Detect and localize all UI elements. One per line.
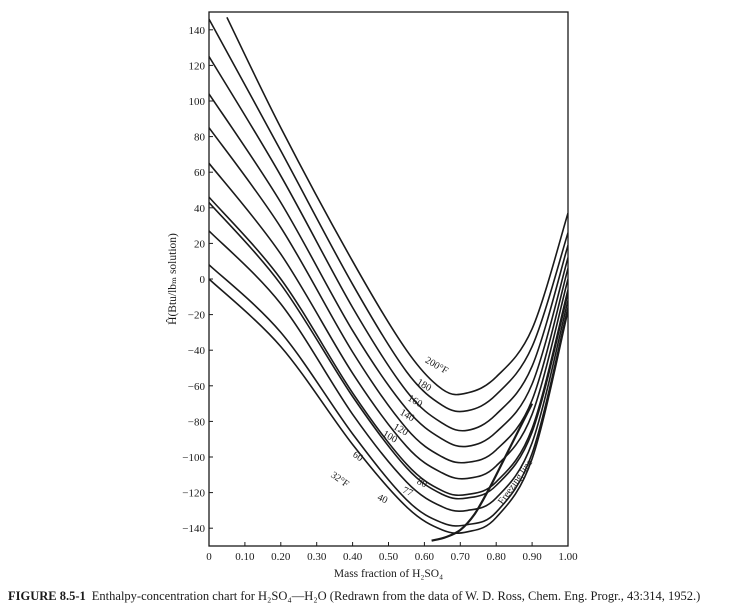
x-tick-label: 0.80: [487, 551, 507, 563]
y-tick-label: −100: [182, 452, 205, 464]
y-tick-label: 100: [189, 96, 206, 108]
y-tick-label: −20: [188, 310, 206, 322]
curve-label: 77: [401, 485, 415, 499]
isotherm-line: [209, 264, 568, 527]
curve-label: 60: [350, 449, 365, 464]
y-tick-label: 60: [194, 167, 206, 179]
y-tick-label: 120: [189, 60, 206, 72]
curve-label: 40: [376, 492, 390, 506]
isotherm-line: [209, 127, 568, 464]
isotherm-line: [209, 56, 568, 432]
x-tick-label: 0.70: [451, 551, 471, 563]
x-tick-label: 0.10: [235, 551, 255, 563]
x-tick-label: 0: [206, 551, 212, 563]
isotherm-line: [209, 196, 568, 497]
curve-label: 80: [415, 476, 429, 490]
isotherm-line: [209, 278, 568, 534]
curve-label: 200°F: [423, 355, 450, 377]
x-tick-label: 0.60: [415, 551, 435, 563]
y-tick-label: −140: [182, 523, 205, 535]
isotherm-line: [209, 201, 568, 500]
isotherm-line: [209, 162, 568, 480]
y-tick-label: 40: [194, 203, 206, 215]
freezing-line-path: [431, 403, 534, 542]
x-tick-label: 0.40: [343, 551, 363, 563]
y-axis-ticks: 140 120 100 80 60 40 20 0 −20 −40 −60 −80 −100 −120 −1…: [182, 25, 213, 535]
isotherm-line: [209, 93, 568, 448]
isotherm-line: [209, 18, 568, 413]
isotherm-line: [226, 16, 568, 396]
x-axis-label: Mass fraction of H₂SO₄: [334, 568, 443, 580]
x-axis-ticks: 0 0.10 0.20 0.30 0.40 0.50 0.60 0.70 0.80 0.90 1.0…: [206, 542, 578, 563]
y-tick-label: 20: [194, 238, 206, 250]
figure-caption: FIGURE 8.5-1 Enthalpy-concentration chart…: [8, 588, 738, 604]
y-tick-label: −60: [188, 381, 206, 393]
x-tick-label: 1.00: [558, 551, 578, 563]
isotherm-line: [209, 230, 568, 512]
figure-caption-text: Enthalpy-concentration chart for H₂SO₄—H…: [91, 589, 701, 603]
x-tick-label: 0.20: [271, 551, 291, 563]
y-tick-label: −80: [188, 416, 206, 428]
curve-label: 32°F: [328, 470, 351, 490]
isotherm-curves: [209, 16, 568, 534]
y-tick-label: −40: [188, 345, 206, 357]
y-tick-label: 140: [189, 25, 206, 37]
y-tick-label: 80: [194, 132, 206, 144]
y-tick-label: −120: [182, 488, 205, 500]
x-tick-label: 0.90: [522, 551, 542, 563]
freezing-line: [431, 403, 534, 542]
y-axis-label: Ĥ(Btu/lbₘ solution): [165, 233, 179, 325]
y-tick-label: 0: [200, 274, 206, 286]
x-tick-label: 0.30: [307, 551, 327, 563]
x-tick-label: 0.50: [379, 551, 399, 563]
enthalpy-concentration-chart: 140 120 100 80 60 40 20 0 −20 −40 −60 −80 −100 −120 −1…: [165, 11, 578, 580]
figure-number: FIGURE 8.5-1: [8, 589, 86, 603]
